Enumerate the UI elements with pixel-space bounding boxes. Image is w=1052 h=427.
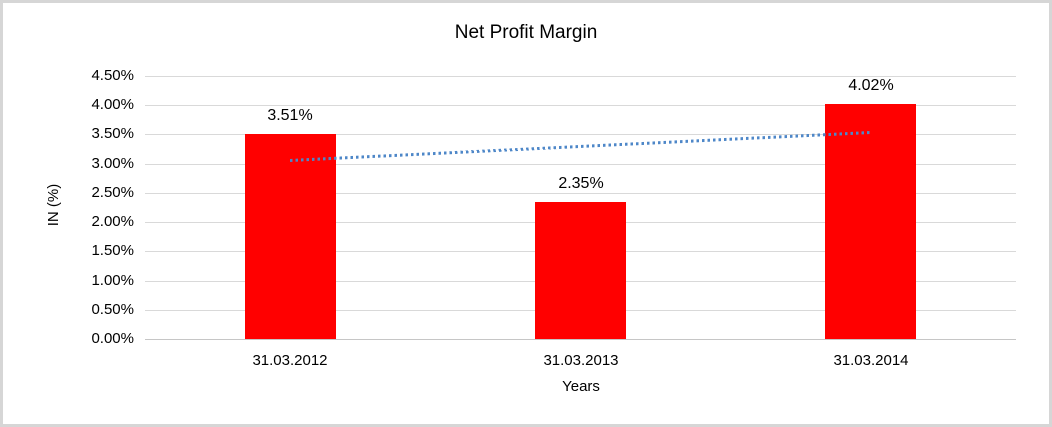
data-label: 3.51%: [267, 107, 313, 124]
plot-area: [145, 76, 1016, 340]
y-tick-label: 1.50%: [91, 242, 134, 259]
bar-31.03.2012: [245, 134, 336, 339]
y-tick-label: 4.50%: [91, 67, 134, 84]
trendline: [290, 131, 871, 163]
y-tick-label: 2.00%: [91, 213, 134, 230]
x-tick-label: 31.03.2012: [252, 352, 328, 369]
chart-title: Net Profit Margin: [454, 22, 598, 43]
x-axis-line: [145, 339, 1016, 340]
x-axis-title: Years: [562, 378, 600, 395]
data-label: 2.35%: [558, 175, 604, 192]
data-label: 4.02%: [848, 77, 894, 94]
y-tick-label: 0.50%: [91, 301, 134, 318]
y-tick-label: 3.50%: [91, 125, 134, 142]
y-tick-label: 0.00%: [91, 330, 134, 347]
gridline: [145, 76, 1016, 77]
x-tick-label: 31.03.2014: [833, 352, 909, 369]
y-tick-label: 3.00%: [91, 155, 134, 172]
gridline: [145, 134, 1016, 135]
y-tick-label: 2.50%: [91, 184, 134, 201]
y-tick-label: 1.00%: [91, 272, 134, 289]
gridline: [145, 164, 1016, 165]
x-tick-label: 31.03.2013: [543, 352, 619, 369]
bar-31.03.2013: [535, 202, 626, 339]
gridline: [145, 193, 1016, 194]
bar-31.03.2014: [825, 104, 916, 339]
y-tick-label: 4.00%: [91, 96, 134, 113]
gridline: [145, 105, 1016, 106]
